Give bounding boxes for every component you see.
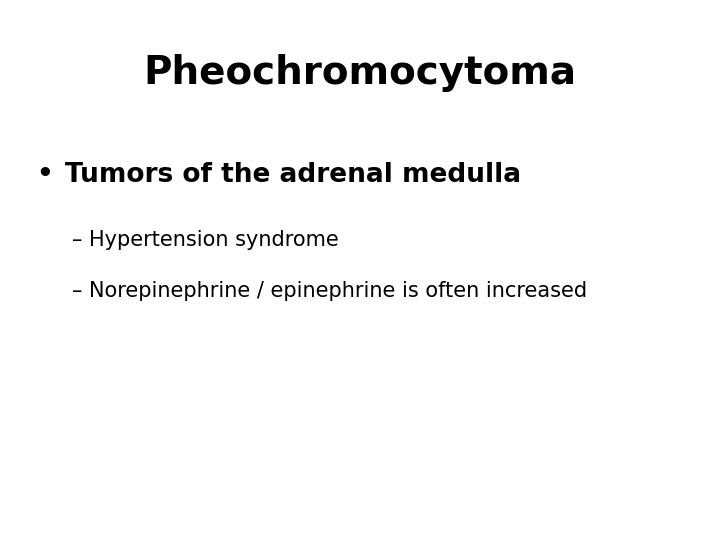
Text: – Norepinephrine / epinephrine is often increased: – Norepinephrine / epinephrine is often … [72, 281, 587, 301]
Text: Tumors of the adrenal medulla: Tumors of the adrenal medulla [65, 162, 521, 188]
Text: •: • [36, 162, 53, 188]
Text: – Hypertension syndrome: – Hypertension syndrome [72, 230, 338, 249]
Text: Pheochromocytoma: Pheochromocytoma [143, 54, 577, 92]
